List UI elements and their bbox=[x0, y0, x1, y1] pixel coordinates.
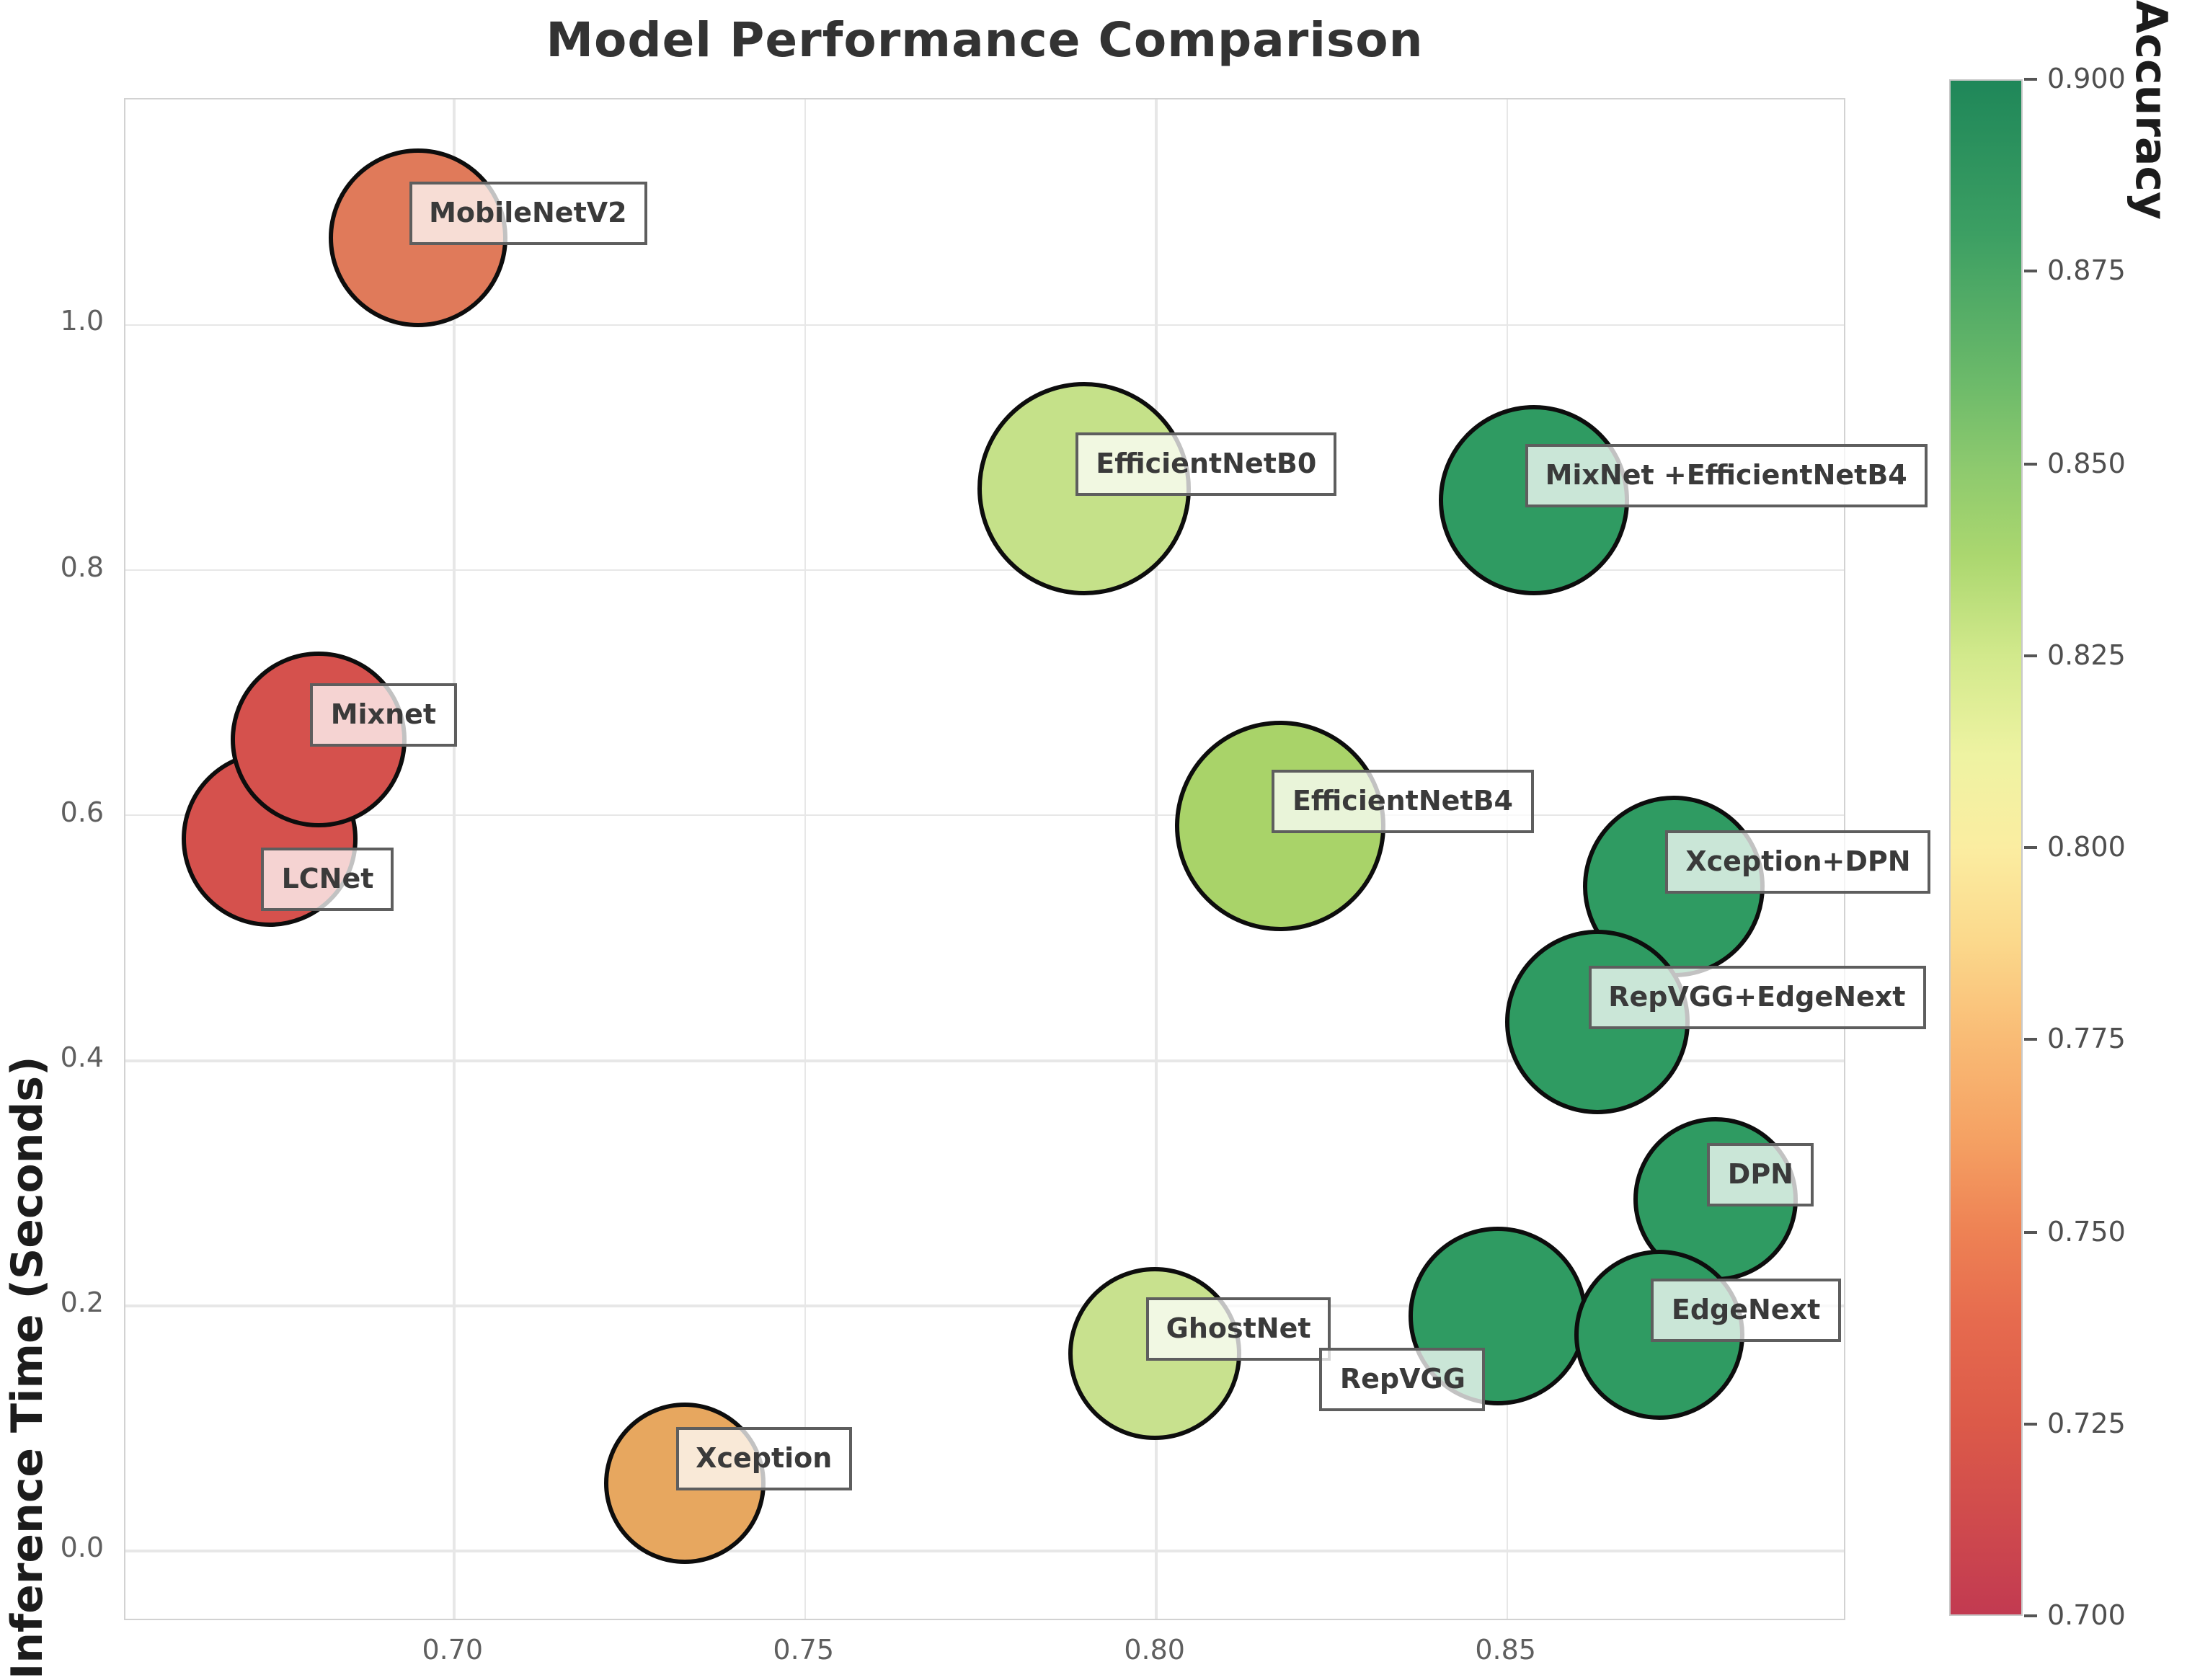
colorbar-tick-label-0.725: 0.725 bbox=[2047, 1408, 2126, 1440]
colorbar-tick-label-0.775: 0.775 bbox=[2047, 1023, 2126, 1056]
colorbar-tick-label-0.825: 0.825 bbox=[2047, 639, 2126, 672]
y-tick-label-0.0: 0.0 bbox=[60, 1532, 104, 1564]
bubble-label-repvgg-edgenext: RepVGG+EdgeNext bbox=[1588, 966, 1926, 1030]
bubble-label-edgenext: EdgeNext bbox=[1651, 1279, 1841, 1343]
x-gridline-0.70 bbox=[453, 99, 456, 1619]
colorbar-tick-label-0.750: 0.750 bbox=[2047, 1216, 2126, 1248]
colorbar-tick-0.725 bbox=[2024, 1422, 2037, 1426]
colorbar-tick-label-0.850: 0.850 bbox=[2047, 448, 2126, 479]
y-gridline-1.0 bbox=[125, 324, 1844, 326]
y-gridline-0.2 bbox=[125, 1305, 1844, 1307]
bubble-label-xception: Xception bbox=[675, 1427, 853, 1491]
colorbar-tick-label-0.700: 0.700 bbox=[2047, 1600, 2126, 1632]
bubble-label-mobilenetv2: MobileNetV2 bbox=[409, 181, 647, 245]
bubble-label-mixnet-efficientnetb4: MixNet +EfficientNetB4 bbox=[1525, 443, 1928, 507]
x-gridline-0.75 bbox=[804, 99, 807, 1619]
colorbar-tick-0.900 bbox=[2024, 78, 2037, 81]
colorbar-tick-label-0.900: 0.900 bbox=[2047, 63, 2126, 95]
bubble-label-efficientnetb0: EfficientNetB0 bbox=[1075, 432, 1337, 497]
bubble-label-efficientnetb4: EfficientNetB4 bbox=[1272, 770, 1533, 834]
colorbar-tick-0.775 bbox=[2024, 1038, 2037, 1041]
bubble-label-repvgg: RepVGG bbox=[1319, 1348, 1486, 1412]
x-tick-label-0.85: 0.85 bbox=[1475, 1635, 1536, 1666]
bubble-label-lcnet: LCNet bbox=[261, 847, 394, 911]
y-tick-label-1.0: 1.0 bbox=[60, 306, 104, 338]
chart-title: Model Performance Comparison bbox=[546, 12, 1424, 68]
colorbar-tick-label-0.800: 0.800 bbox=[2047, 832, 2126, 863]
x-tick-label-0.70: 0.70 bbox=[422, 1635, 484, 1666]
y-gridline-0.6 bbox=[125, 814, 1844, 817]
bubble-label-ghostnet: GhostNet bbox=[1145, 1297, 1331, 1361]
colorbar-tick-0.850 bbox=[2024, 462, 2037, 465]
colorbar-tick-0.800 bbox=[2024, 846, 2037, 849]
x-gridline-0.80 bbox=[1155, 99, 1158, 1619]
y-tick-label-0.4: 0.4 bbox=[60, 1041, 104, 1074]
colorbar-tick-0.875 bbox=[2024, 270, 2037, 273]
x-tick-label-0.80: 0.80 bbox=[1124, 1635, 1185, 1666]
y-gridline-0.8 bbox=[125, 569, 1844, 572]
y-gridline-0.4 bbox=[125, 1059, 1844, 1062]
y-tick-label-0.6: 0.6 bbox=[60, 796, 104, 829]
y-tick-label-0.8: 0.8 bbox=[60, 551, 104, 584]
colorbar-tick-0.700 bbox=[2024, 1614, 2037, 1617]
bubble-label-xception-dpn: Xception+DPN bbox=[1665, 830, 1931, 894]
colorbar-tick-label-0.875: 0.875 bbox=[2047, 255, 2126, 288]
y-gridline-0.0 bbox=[125, 1550, 1844, 1552]
colorbar-title: Accuracy bbox=[2125, 0, 2175, 221]
colorbar-tick-0.825 bbox=[2024, 654, 2037, 657]
colorbar-gradient bbox=[1949, 79, 2023, 1616]
colorbar-tick-0.750 bbox=[2024, 1230, 2037, 1233]
x-gridline-0.85 bbox=[1506, 99, 1509, 1619]
x-tick-label-0.75: 0.75 bbox=[773, 1635, 835, 1666]
bubble-label-mixnet: Mixnet bbox=[310, 683, 457, 747]
y-axis-title: Inference Time (Seconds) bbox=[3, 1056, 53, 1680]
y-tick-label-0.2: 0.2 bbox=[60, 1286, 104, 1319]
plot-area bbox=[124, 98, 1845, 1620]
bubble-label-dpn: DPN bbox=[1707, 1142, 1814, 1206]
